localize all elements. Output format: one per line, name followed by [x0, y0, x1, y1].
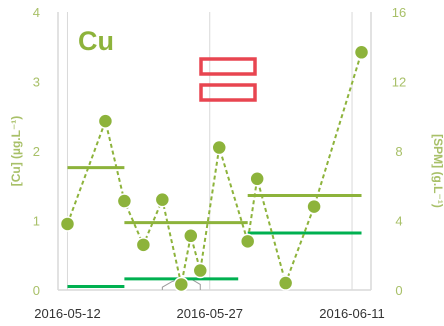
y-axis-right-label: [SPM] (g.L⁻¹)	[431, 134, 444, 208]
cu-point	[59, 216, 76, 232]
x-tick-label: 2016-05-12	[34, 306, 101, 321]
legend-box-1	[199, 57, 257, 76]
y-tick-left-label: 2	[33, 144, 40, 159]
cu-point	[306, 198, 322, 215]
cu-point	[211, 139, 227, 156]
y-tick-left-label: 3	[33, 75, 40, 90]
cu-point	[277, 275, 294, 291]
cu-point	[97, 113, 114, 129]
cu-point	[192, 262, 209, 279]
cu-point	[135, 237, 152, 253]
x-tick-label: 2016-05-27	[177, 306, 244, 321]
y-tick-right-label: 8	[395, 144, 402, 159]
cu-point	[154, 191, 171, 208]
cu-point	[353, 44, 370, 61]
cu-point	[173, 276, 190, 293]
legend-box-2	[199, 83, 257, 102]
chart-title: Cu	[78, 26, 114, 56]
cu-point	[239, 233, 256, 250]
cu-point	[183, 228, 199, 244]
y-axis-left-label: [Cu] (µg.L⁻¹)	[9, 116, 23, 187]
cu-point	[116, 193, 133, 209]
y-tick-left-label: 0	[33, 283, 40, 298]
y-tick-right-label: 12	[392, 75, 406, 90]
y-tick-right-label: 0	[395, 283, 402, 298]
cu-line	[66, 52, 363, 287]
y-tick-left-label: 4	[33, 5, 40, 20]
y-tick-left-label: 1	[33, 214, 40, 229]
x-tick-label: 2016-06-11	[319, 306, 385, 321]
y-tick-right-label: 16	[392, 5, 406, 20]
cu-point	[249, 171, 265, 187]
y-tick-right-label: 4	[395, 214, 402, 229]
